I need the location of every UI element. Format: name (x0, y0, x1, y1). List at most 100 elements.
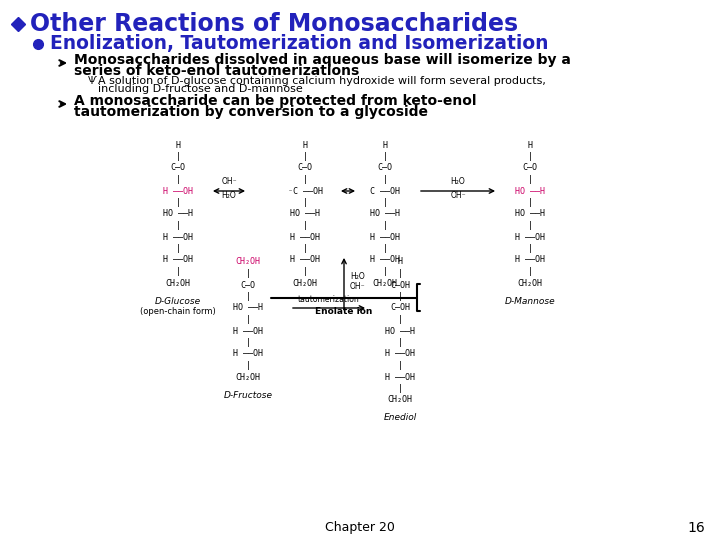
Text: |: | (302, 221, 307, 230)
Text: CH₂OH: CH₂OH (235, 258, 261, 267)
Text: H ——OH: H ——OH (233, 327, 263, 335)
Text: HO ——H: HO ——H (515, 210, 545, 219)
Text: H ——OH: H ——OH (163, 186, 193, 195)
Text: HO ——H: HO ——H (515, 186, 545, 195)
Text: H: H (397, 258, 402, 267)
Text: H ——OH: H ——OH (290, 255, 320, 265)
Text: H: H (528, 140, 533, 150)
Text: tautomerization by conversion to a glycoside: tautomerization by conversion to a glyco… (74, 105, 428, 119)
Text: |: | (246, 361, 251, 370)
Text: |: | (382, 221, 387, 230)
Text: CH₂OH: CH₂OH (235, 373, 261, 381)
Text: |: | (176, 198, 181, 207)
Text: OH⁻: OH⁻ (350, 282, 366, 291)
Text: (open-chain form): (open-chain form) (140, 307, 216, 315)
Text: |: | (176, 267, 181, 276)
Text: |: | (302, 244, 307, 253)
Text: HO ——H: HO ——H (385, 327, 415, 335)
Text: H ——OH: H ——OH (233, 349, 263, 359)
Text: C—O: C—O (523, 164, 538, 172)
Text: |: | (397, 361, 402, 370)
Text: |: | (528, 244, 533, 253)
Text: |: | (176, 175, 181, 184)
Text: |: | (528, 198, 533, 207)
Text: |: | (176, 152, 181, 161)
Text: H ——OH: H ——OH (163, 233, 193, 241)
Text: H ——OH: H ——OH (515, 255, 545, 265)
Text: H ——OH: H ——OH (290, 233, 320, 241)
Text: D-Glucose: D-Glucose (155, 296, 201, 306)
Text: D-Mannose: D-Mannose (505, 296, 555, 306)
Text: C—OH: C—OH (390, 303, 410, 313)
Text: C—O: C—O (377, 164, 392, 172)
Text: C—O: C—O (171, 164, 186, 172)
Text: CH₂OH: CH₂OH (387, 395, 413, 404)
Text: CH₂OH: CH₂OH (166, 279, 191, 287)
Text: OH⁻: OH⁻ (450, 191, 466, 200)
Text: |: | (397, 292, 402, 301)
Text: |: | (302, 198, 307, 207)
Text: |: | (528, 221, 533, 230)
Text: H ——OH: H ——OH (385, 349, 415, 359)
Text: C—O: C—O (297, 164, 312, 172)
Text: Other Reactions of Monosaccharides: Other Reactions of Monosaccharides (30, 12, 518, 36)
Text: H ——OH: H ——OH (385, 373, 415, 381)
Text: H ——OH: H ——OH (370, 255, 400, 265)
Text: Monosaccharides dissolved in aqueous base will isomerize by a: Monosaccharides dissolved in aqueous bas… (74, 53, 571, 67)
Text: |: | (528, 175, 533, 184)
Text: |: | (382, 152, 387, 161)
Text: D-Fructose: D-Fructose (223, 390, 272, 400)
Text: |: | (176, 244, 181, 253)
Text: HO ——H: HO ——H (233, 303, 263, 313)
Text: H ——OH: H ——OH (370, 233, 400, 241)
Text: |: | (246, 315, 251, 324)
Text: H: H (382, 140, 387, 150)
Text: Enediol: Enediol (383, 414, 417, 422)
Text: |: | (528, 267, 533, 276)
Text: Chapter 20: Chapter 20 (325, 522, 395, 535)
Text: Enolate ion: Enolate ion (315, 307, 373, 316)
Text: including D-fructose and D-mannose: including D-fructose and D-mannose (98, 84, 302, 94)
Text: |: | (302, 175, 307, 184)
Text: ⁻C ——OH: ⁻C ——OH (287, 186, 323, 195)
Text: A monosaccharide can be protected from keto-enol: A monosaccharide can be protected from k… (74, 94, 477, 108)
Text: H: H (302, 140, 307, 150)
Text: 16: 16 (688, 521, 705, 535)
Text: |: | (382, 244, 387, 253)
Text: tautomerization: tautomerization (298, 295, 360, 304)
Text: C—O: C—O (240, 280, 256, 289)
Text: H: H (176, 140, 181, 150)
Text: H₂O: H₂O (350, 272, 365, 281)
Text: |: | (302, 267, 307, 276)
Text: HO ——H: HO ——H (163, 210, 193, 219)
Text: H₂O: H₂O (222, 191, 236, 200)
Text: |: | (528, 152, 533, 161)
Text: |: | (382, 198, 387, 207)
Text: |: | (176, 221, 181, 230)
Text: |: | (246, 292, 251, 301)
Text: H ——OH: H ——OH (515, 233, 545, 241)
Text: |: | (397, 315, 402, 324)
Text: CH₂OH: CH₂OH (292, 279, 318, 287)
Text: C—OH: C—OH (390, 280, 410, 289)
Text: |: | (382, 267, 387, 276)
Text: |: | (302, 152, 307, 161)
Text: Enolization, Tautomerization and Isomerization: Enolization, Tautomerization and Isomeri… (50, 35, 549, 53)
Text: |: | (397, 384, 402, 393)
Text: Ѱ: Ѱ (88, 76, 97, 86)
Text: series of keto-enol tautomerizations: series of keto-enol tautomerizations (74, 64, 359, 78)
Text: |: | (246, 269, 251, 278)
Text: HO ——H: HO ——H (370, 210, 400, 219)
Text: |: | (382, 175, 387, 184)
Text: |: | (397, 269, 402, 278)
Text: H₂O: H₂O (451, 177, 465, 186)
Text: OH⁻: OH⁻ (221, 177, 237, 186)
Text: |: | (246, 338, 251, 347)
Text: C ——OH: C ——OH (370, 186, 400, 195)
Text: H ——OH: H ——OH (163, 255, 193, 265)
Text: CH₂OH: CH₂OH (518, 279, 542, 287)
Text: |: | (397, 338, 402, 347)
Text: CH₂OH: CH₂OH (372, 279, 397, 287)
Text: A solution of D-glucose containing calcium hydroxide will form several products,: A solution of D-glucose containing calci… (98, 76, 546, 86)
Text: HO ——H: HO ——H (290, 210, 320, 219)
